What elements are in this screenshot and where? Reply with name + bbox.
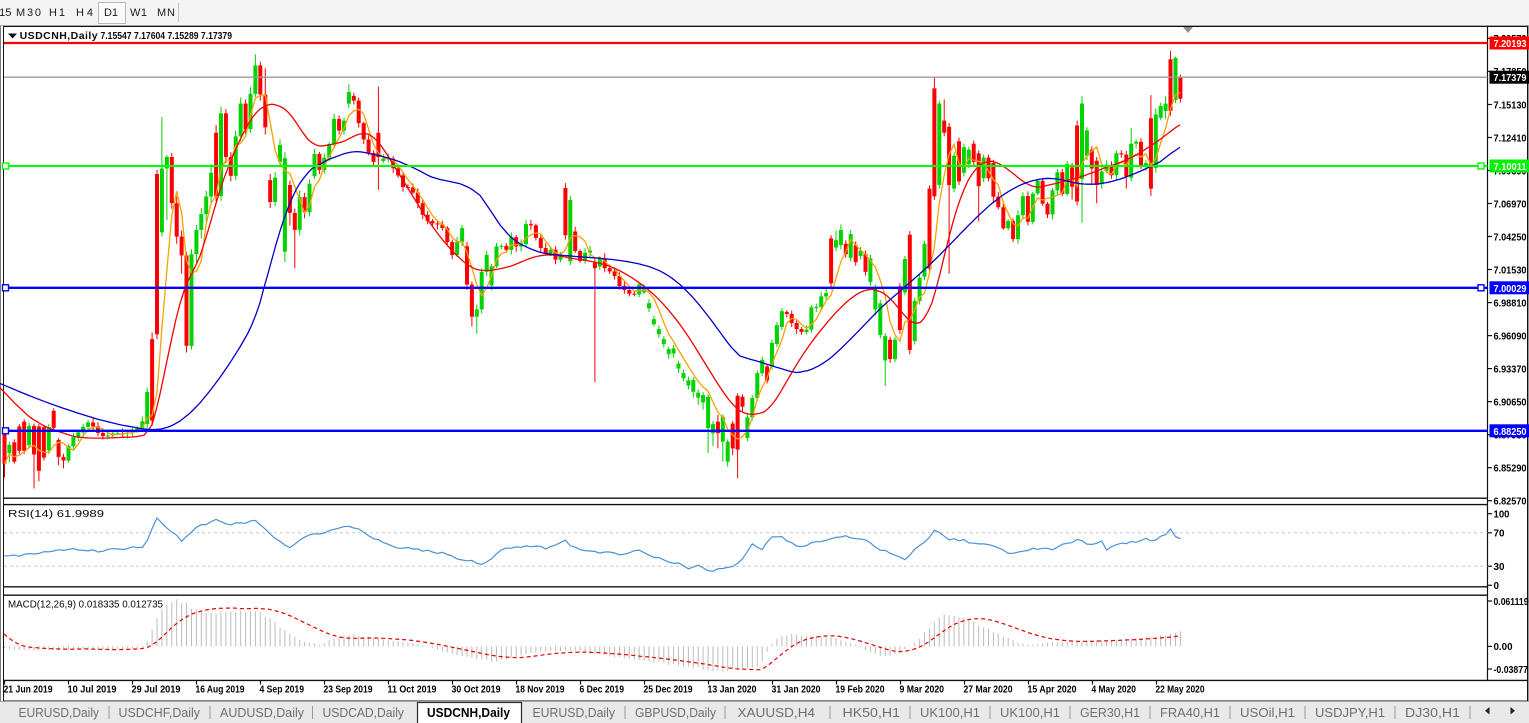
- svg-text:W1: W1: [130, 7, 147, 19]
- svg-text:USDCHF,Daily: USDCHF,Daily: [119, 706, 201, 720]
- svg-text:29 Jul 2019: 29 Jul 2019: [132, 684, 181, 696]
- svg-text:EURUSD,Daily: EURUSD,Daily: [533, 706, 616, 720]
- svg-text:22 May 2020: 22 May 2020: [1156, 684, 1205, 696]
- svg-text:D1: D1: [104, 7, 118, 19]
- svg-text:EURUSD,Daily: EURUSD,Daily: [19, 706, 100, 720]
- svg-text:-0.03877: -0.03877: [1494, 664, 1529, 676]
- svg-text:7.06970: 7.06970: [1494, 198, 1527, 210]
- svg-text:0: 0: [1494, 580, 1500, 592]
- svg-text:7.20193: 7.20193: [1494, 38, 1527, 50]
- svg-text:6.85290: 6.85290: [1494, 463, 1527, 475]
- svg-text:30: 30: [1494, 561, 1505, 573]
- svg-text:HK50,H1: HK50,H1: [843, 706, 901, 720]
- svg-text:M30: M30: [16, 7, 41, 19]
- svg-text:7.04250: 7.04250: [1494, 231, 1527, 243]
- svg-text:0.061119: 0.061119: [1494, 596, 1529, 608]
- svg-text:13 Jan 2020: 13 Jan 2020: [708, 684, 757, 696]
- svg-text:6.82570: 6.82570: [1494, 496, 1527, 508]
- svg-text:UK100,H1: UK100,H1: [1000, 706, 1060, 720]
- svg-text:USDCNH,Daily: USDCNH,Daily: [20, 30, 98, 42]
- svg-text:19 Feb 2020: 19 Feb 2020: [836, 684, 885, 696]
- svg-text:GBPUSD,Daily: GBPUSD,Daily: [635, 706, 717, 720]
- svg-text:7.12410: 7.12410: [1494, 132, 1527, 144]
- svg-text:7.01530: 7.01530: [1494, 264, 1527, 276]
- svg-text:9 Mar 2020: 9 Mar 2020: [900, 684, 945, 696]
- svg-text:7.00029: 7.00029: [1494, 283, 1527, 295]
- svg-text:USDCNH,Daily: USDCNH,Daily: [427, 706, 510, 720]
- svg-text:25 Dec 2019: 25 Dec 2019: [644, 684, 693, 696]
- svg-text:6.96090: 6.96090: [1494, 330, 1527, 342]
- svg-text:4 Sep 2019: 4 Sep 2019: [260, 684, 305, 696]
- svg-text:6.98810: 6.98810: [1494, 297, 1527, 309]
- svg-text:USDCAD,Daily: USDCAD,Daily: [323, 706, 405, 720]
- svg-text:30 Oct 2019: 30 Oct 2019: [452, 684, 501, 696]
- svg-text:15 Apr 2020: 15 Apr 2020: [1028, 684, 1077, 696]
- svg-text:6.90650: 6.90650: [1494, 396, 1527, 408]
- svg-text:GER30,H1: GER30,H1: [1080, 706, 1140, 720]
- svg-text:7.10011: 7.10011: [1494, 161, 1527, 173]
- svg-text:USOil,H1: USOil,H1: [1240, 706, 1295, 720]
- svg-text:6 Dec 2019: 6 Dec 2019: [580, 684, 625, 696]
- svg-text:FRA40,H1: FRA40,H1: [1160, 706, 1220, 720]
- svg-text:DJ30,H1: DJ30,H1: [1405, 706, 1460, 720]
- svg-text:31 Jan 2020: 31 Jan 2020: [772, 684, 821, 696]
- svg-text:11 Oct 2019: 11 Oct 2019: [388, 684, 437, 696]
- svg-text:XAUUSD,H4: XAUUSD,H4: [738, 706, 816, 720]
- svg-text:7.17379: 7.17379: [1494, 72, 1527, 84]
- svg-text:6.88250: 6.88250: [1494, 426, 1527, 438]
- svg-text:70: 70: [1494, 528, 1505, 540]
- svg-text:16 Aug 2019: 16 Aug 2019: [196, 684, 245, 696]
- svg-text:MACD(12,26,9) 0.018335 0.01273: MACD(12,26,9) 0.018335 0.012735: [8, 599, 163, 611]
- svg-text:USDJPY,H1: USDJPY,H1: [1315, 706, 1385, 720]
- svg-text:7.15547 7.17604 7.15289 7.1737: 7.15547 7.17604 7.15289 7.17379: [101, 30, 233, 42]
- svg-text:7.15130: 7.15130: [1494, 99, 1527, 111]
- svg-text:0.00: 0.00: [1494, 641, 1513, 653]
- svg-text:23 Sep 2019: 23 Sep 2019: [324, 684, 373, 696]
- svg-text:18 Nov 2019: 18 Nov 2019: [516, 684, 565, 696]
- svg-text:M15: M15: [0, 7, 11, 19]
- svg-text:UK100,H1: UK100,H1: [920, 706, 980, 720]
- svg-text:AUDUSD,Daily: AUDUSD,Daily: [220, 706, 305, 720]
- svg-text:6.93370: 6.93370: [1494, 363, 1527, 375]
- svg-text:100: 100: [1494, 509, 1510, 521]
- svg-text:27 Mar 2020: 27 Mar 2020: [964, 684, 1013, 696]
- svg-text:RSI(14) 61.9989: RSI(14) 61.9989: [8, 508, 104, 520]
- svg-text:MN: MN: [157, 7, 175, 19]
- svg-text:21 Jun 2019: 21 Jun 2019: [4, 684, 53, 696]
- svg-text:4 May 2020: 4 May 2020: [1092, 684, 1137, 696]
- svg-text:10 Jul 2019: 10 Jul 2019: [68, 684, 117, 696]
